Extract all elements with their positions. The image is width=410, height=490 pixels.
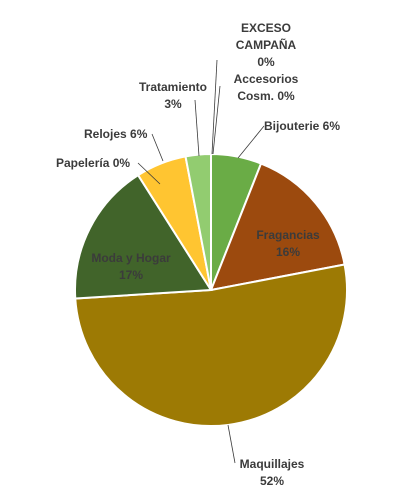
data-label-accesorios: Accesorios Cosm. 0% bbox=[234, 72, 299, 103]
leader-line-bijouterie-6 bbox=[237, 125, 265, 159]
data-label-fragancias: Fragancias 16% bbox=[256, 228, 320, 259]
data-label-bijouterie-6: Bijouterie 6% bbox=[264, 119, 340, 133]
pie-slice-fragancias bbox=[209, 162, 346, 292]
leader-line-exceso bbox=[211, 59, 218, 155]
data-label-moda-y-hogar: Moda y Hogar 17% bbox=[91, 251, 171, 282]
leader-line-maquillajes bbox=[227, 424, 236, 464]
data-label-maquillajes: Maquillajes 52% bbox=[240, 457, 305, 488]
leader-line-relojes-6 bbox=[151, 133, 164, 162]
pie-labels: Bijouterie 6% Fragancias 16% Maquillajes 52%… bbox=[56, 21, 340, 488]
leader-line-accesorios bbox=[212, 85, 221, 155]
pie-slice-tratamiento bbox=[184, 152, 212, 291]
pie-slice-moda-y-hogar bbox=[74, 173, 213, 300]
leader-line-papelería-0 bbox=[137, 162, 161, 185]
data-label-exceso: EXCESO CAMPAÑA 0% bbox=[236, 21, 297, 69]
data-label-papelería-0: Papelería 0% bbox=[56, 156, 130, 170]
data-label-tratamiento: Tratamiento 3% bbox=[139, 80, 207, 111]
pie-slice-maquillajes bbox=[74, 263, 348, 428]
pie-slices bbox=[74, 152, 348, 428]
leader-line-tratamiento bbox=[194, 99, 200, 157]
data-label-relojes-6: Relojes 6% bbox=[84, 127, 148, 141]
